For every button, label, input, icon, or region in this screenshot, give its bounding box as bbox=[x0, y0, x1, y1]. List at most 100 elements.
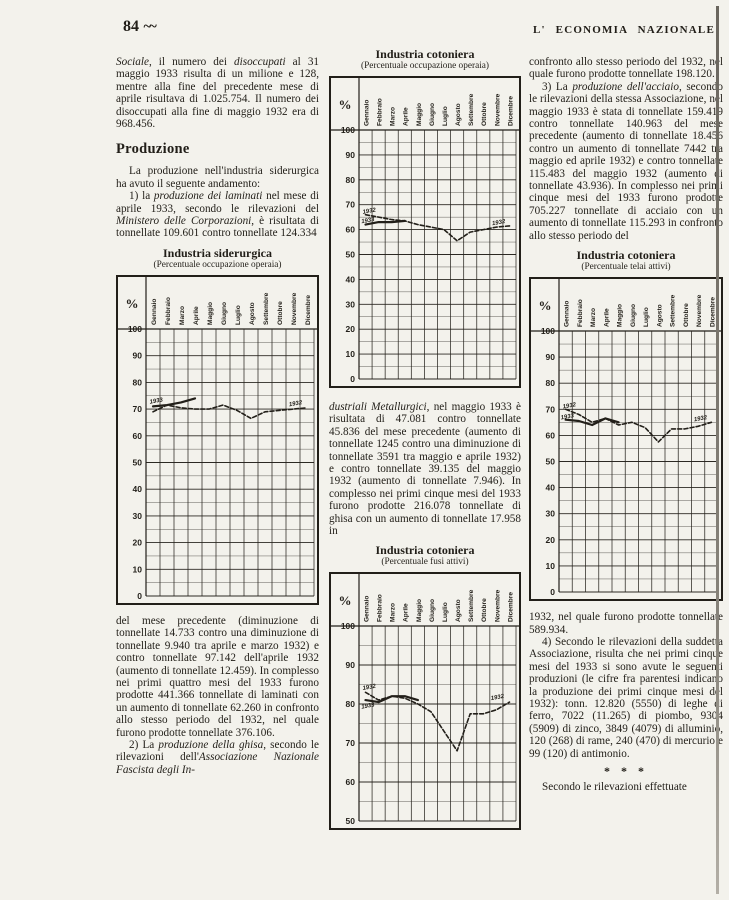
svg-text:Aprile: Aprile bbox=[403, 603, 410, 622]
svg-text:60: 60 bbox=[133, 431, 143, 441]
svg-text:90: 90 bbox=[346, 660, 356, 670]
column-middle: Industria cotoniera (Percentuale occupaz… bbox=[329, 48, 521, 840]
section-heading: Produzione bbox=[116, 141, 190, 158]
svg-text:Dicembre: Dicembre bbox=[305, 294, 312, 324]
svg-text:Maggio: Maggio bbox=[416, 599, 423, 622]
svg-text:Giugno: Giugno bbox=[221, 302, 228, 325]
svg-text:Marzo: Marzo bbox=[390, 107, 397, 126]
svg-text:30: 30 bbox=[346, 299, 356, 309]
svg-text:Luglio: Luglio bbox=[442, 106, 449, 126]
svg-text:1932: 1932 bbox=[694, 415, 709, 423]
svg-text:80: 80 bbox=[546, 378, 556, 388]
svg-text:1932: 1932 bbox=[362, 684, 377, 692]
svg-text:Luglio: Luglio bbox=[442, 603, 449, 623]
svg-text:Giugno: Giugno bbox=[630, 304, 637, 327]
svg-text:40: 40 bbox=[133, 484, 143, 494]
chart-title: Industria cotoniera bbox=[375, 543, 475, 558]
chart-cotoniera-fusi: Industria cotoniera (Percentuale fusi at… bbox=[329, 544, 521, 835]
svg-text:30: 30 bbox=[133, 511, 143, 521]
chart-industria-siderurgica: Industria siderurgica (Percentuale occup… bbox=[116, 246, 319, 610]
svg-text:Dicembre: Dicembre bbox=[507, 96, 514, 126]
paragraph: 1) la produzione dei laminati nel mese d… bbox=[116, 190, 319, 240]
svg-text:Agosto: Agosto bbox=[455, 103, 462, 126]
svg-text:Marzo: Marzo bbox=[590, 308, 597, 327]
scan-edge-artifact bbox=[716, 6, 719, 894]
svg-text:70: 70 bbox=[346, 738, 356, 748]
svg-text:Luglio: Luglio bbox=[643, 307, 650, 327]
svg-text:Maggio: Maggio bbox=[207, 302, 214, 325]
svg-text:90: 90 bbox=[546, 352, 556, 362]
svg-text:Ottobre: Ottobre bbox=[277, 301, 284, 325]
svg-text:0: 0 bbox=[137, 591, 142, 601]
svg-text:50: 50 bbox=[546, 457, 556, 467]
svg-text:Giugno: Giugno bbox=[429, 599, 436, 622]
svg-text:Maggio: Maggio bbox=[617, 304, 624, 327]
paragraph: dustriali Metallurgici, nel maggio 1933 … bbox=[329, 401, 521, 538]
svg-text:Agosto: Agosto bbox=[249, 302, 256, 325]
chart-cotoniera-telai: Industria cotoniera (Percentuale telai a… bbox=[529, 249, 723, 606]
svg-text:100: 100 bbox=[341, 621, 355, 631]
svg-text:1933: 1933 bbox=[361, 217, 376, 225]
line-chart: % 0 10 20 30 40 50 60 70 80 90 100 Gennaio Febbraio Ma… bbox=[329, 76, 521, 393]
svg-text:60: 60 bbox=[546, 430, 556, 440]
paragraph: 2) La produzione della ghisa, secondo le… bbox=[116, 738, 319, 776]
chart-subtitle: (Percentuale telai attivi) bbox=[581, 262, 671, 273]
paragraph: Secondo le rilevazioni effettuate bbox=[542, 780, 687, 793]
svg-text:70: 70 bbox=[546, 404, 556, 414]
svg-text:Febbraio: Febbraio bbox=[577, 299, 584, 327]
svg-text:%: % bbox=[539, 298, 552, 313]
paragraph: 4) Secondo le rilevazioni della suddetta… bbox=[529, 635, 723, 760]
svg-text:70: 70 bbox=[346, 200, 356, 210]
svg-text:20: 20 bbox=[546, 535, 556, 545]
svg-text:Gennaio: Gennaio bbox=[564, 301, 571, 327]
svg-text:Marzo: Marzo bbox=[390, 603, 397, 622]
column-left: Sociale, il numero dei disoccupati al 31… bbox=[116, 56, 319, 776]
svg-text:Aprile: Aprile bbox=[403, 107, 410, 126]
svg-text:Agosto: Agosto bbox=[455, 600, 462, 623]
asterisk-separator: * * * bbox=[604, 763, 648, 778]
svg-text:Febbraio: Febbraio bbox=[165, 297, 172, 325]
svg-text:60: 60 bbox=[346, 225, 356, 235]
svg-text:10: 10 bbox=[546, 561, 556, 571]
column-right: confronto allo stesso periodo del 1932, … bbox=[529, 56, 723, 793]
chart-cotoniera-occupazione: Industria cotoniera (Percentuale occupaz… bbox=[329, 48, 521, 393]
page-number-text: 84 bbox=[123, 18, 139, 35]
journal-title: L' ECONOMIA NAZIONALE bbox=[532, 24, 715, 36]
svg-text:Maggio: Maggio bbox=[416, 103, 423, 126]
svg-text:Aprile: Aprile bbox=[603, 308, 610, 327]
svg-text:%: % bbox=[339, 97, 352, 112]
svg-text:Settembre: Settembre bbox=[670, 295, 677, 328]
paragraph: 3) La produzione dell'acciaio, secondo l… bbox=[529, 80, 723, 242]
svg-text:Gennaio: Gennaio bbox=[363, 596, 370, 622]
svg-text:0: 0 bbox=[550, 587, 555, 597]
svg-text:70: 70 bbox=[133, 404, 143, 414]
svg-text:100: 100 bbox=[341, 125, 355, 135]
svg-text:10: 10 bbox=[133, 564, 143, 574]
line-chart: % 50 60 70 80 90 100 Gennaio Febbraio Marzo Aprile… bbox=[329, 572, 521, 835]
svg-text:Gennaio: Gennaio bbox=[363, 100, 370, 126]
svg-text:Luglio: Luglio bbox=[235, 305, 242, 325]
svg-text:40: 40 bbox=[346, 274, 356, 284]
svg-text:80: 80 bbox=[346, 175, 356, 185]
svg-text:40: 40 bbox=[546, 483, 556, 493]
svg-text:Novembre: Novembre bbox=[291, 292, 298, 325]
svg-text:Ottobre: Ottobre bbox=[683, 303, 690, 327]
svg-text:1933: 1933 bbox=[149, 397, 164, 405]
chart-title: Industria cotoniera bbox=[375, 47, 475, 61]
svg-text:90: 90 bbox=[346, 150, 356, 160]
svg-text:1932: 1932 bbox=[490, 694, 505, 702]
svg-text:Novembre: Novembre bbox=[494, 590, 501, 623]
svg-text:50: 50 bbox=[346, 816, 356, 826]
svg-text:80: 80 bbox=[346, 699, 356, 709]
svg-text:60: 60 bbox=[346, 777, 356, 787]
svg-text:%: % bbox=[126, 296, 139, 311]
svg-text:Dicembre: Dicembre bbox=[709, 297, 716, 327]
svg-text:1932: 1932 bbox=[562, 402, 577, 410]
paragraph: confronto allo stesso periodo del 1932, … bbox=[529, 56, 723, 81]
svg-text:Aprile: Aprile bbox=[193, 306, 200, 325]
svg-text:%: % bbox=[339, 593, 352, 608]
chart-subtitle: (Percentuale occupazione operaia) bbox=[153, 259, 282, 270]
svg-text:Agosto: Agosto bbox=[656, 304, 663, 327]
svg-text:1932: 1932 bbox=[289, 400, 304, 408]
